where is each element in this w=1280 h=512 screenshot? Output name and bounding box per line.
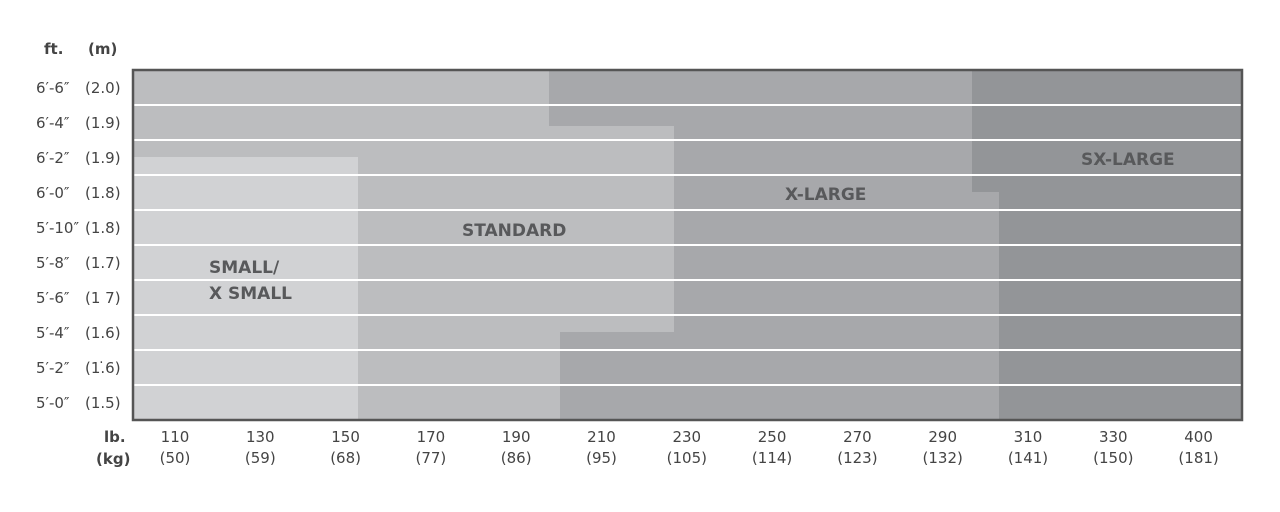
x-tick-lb: 250 (757, 428, 787, 446)
y-tick-ft: 6′-4″ (36, 113, 70, 132)
y-tick-m: (1.7) (85, 253, 121, 272)
y-tick-m: (1.̇6) (85, 358, 121, 377)
x-tick: 110 (50) (140, 427, 210, 469)
y-tick-m: (1.9) (85, 148, 121, 167)
x-tick-lb: 210 (587, 428, 616, 446)
x-tick-kg: (123) (837, 449, 878, 467)
x-tick-kg: (141) (1007, 449, 1049, 467)
y-tick-ft: 5′-10″ (36, 218, 80, 237)
region-label-small-line1: SMALL/ (209, 258, 280, 278)
x-tick-lb: 110 (160, 428, 190, 446)
y-tick-ft: 5′-8″ (36, 253, 70, 272)
y-tick-m: (1.9) (85, 113, 121, 132)
y-tick-ft: 5′-6″ (36, 288, 70, 307)
y-unit-ft: ft. (44, 40, 64, 58)
x-tick-kg: (95) (586, 449, 617, 467)
x-unit-kg: (kg) (96, 450, 131, 468)
x-tick: 330 (150) (1078, 427, 1148, 469)
x-tick-lb: 190 (501, 428, 531, 446)
y-tick-ft: 5′-0″ (36, 393, 70, 412)
x-tick: 130 (59) (225, 427, 295, 469)
x-tick-lb: 400 (1184, 428, 1213, 446)
x-unit-lb: lb. (104, 428, 126, 446)
y-tick-m: (1.8) (85, 183, 121, 202)
x-tick-lb: 310 (1013, 428, 1043, 446)
x-tick: 250 (114) (737, 427, 807, 469)
x-tick: 400 (181) (1164, 427, 1234, 469)
y-tick-m: (1.8) (85, 218, 121, 237)
region-label-standard: STANDARD (462, 221, 567, 241)
y-tick-ft: 5′-2″ (36, 358, 70, 377)
x-tick-kg: (105) (666, 449, 707, 467)
x-tick-lb: 150 (331, 428, 360, 446)
x-tick: 270 (123) (822, 427, 892, 469)
x-tick: 170 (77) (396, 427, 466, 469)
x-tick: 210 (95) (567, 427, 637, 469)
x-tick-lb: 330 (1098, 428, 1128, 446)
x-tick-kg: (114) (751, 449, 793, 467)
plot-border (131, 68, 1244, 422)
y-tick-m: (2.0) (85, 78, 121, 97)
region-label-sx-large: SX-LARGE (1081, 150, 1175, 170)
y-tick-ft: 6′-6″ (36, 78, 70, 97)
x-tick: 190 (86) (481, 427, 551, 469)
y-tick-m: (1 7) (85, 288, 121, 307)
x-tick-lb: 290 (928, 428, 957, 446)
x-tick-kg: (132) (922, 449, 963, 467)
y-tick-ft: 6′-0″ (36, 183, 70, 202)
x-tick-lb: 130 (245, 428, 275, 446)
x-tick-kg: (77) (415, 449, 447, 467)
region-label-small: SMALL/ X SMALL (209, 255, 292, 307)
x-tick-kg: (150) (1093, 449, 1134, 467)
x-tick-kg: (68) (330, 449, 361, 467)
region-label-small-line2: X SMALL (209, 284, 293, 304)
region-small (133, 157, 358, 420)
x-tick-kg: (181) (1178, 449, 1219, 467)
x-tick-kg: (86) (500, 449, 532, 467)
x-tick: 150 (68) (311, 427, 381, 469)
x-tick: 290 (132) (908, 427, 978, 469)
x-tick: 230 (105) (652, 427, 722, 469)
x-tick: 310 (141) (993, 427, 1063, 469)
region-label-x-large: X-LARGE (785, 185, 867, 205)
y-unit-m: (m) (88, 40, 118, 58)
y-tick-ft: 5′-4″ (36, 323, 70, 342)
x-tick-lb: 170 (416, 428, 446, 446)
x-tick-kg: (59) (244, 449, 276, 467)
x-tick-kg: (50) (159, 449, 191, 467)
x-tick-lb: 230 (672, 428, 702, 446)
y-tick-ft: 6′-2″ (36, 148, 70, 167)
x-tick-lb: 270 (843, 428, 872, 446)
y-tick-m: (1.6) (85, 323, 121, 342)
y-tick-m: (1.5) (85, 393, 121, 412)
